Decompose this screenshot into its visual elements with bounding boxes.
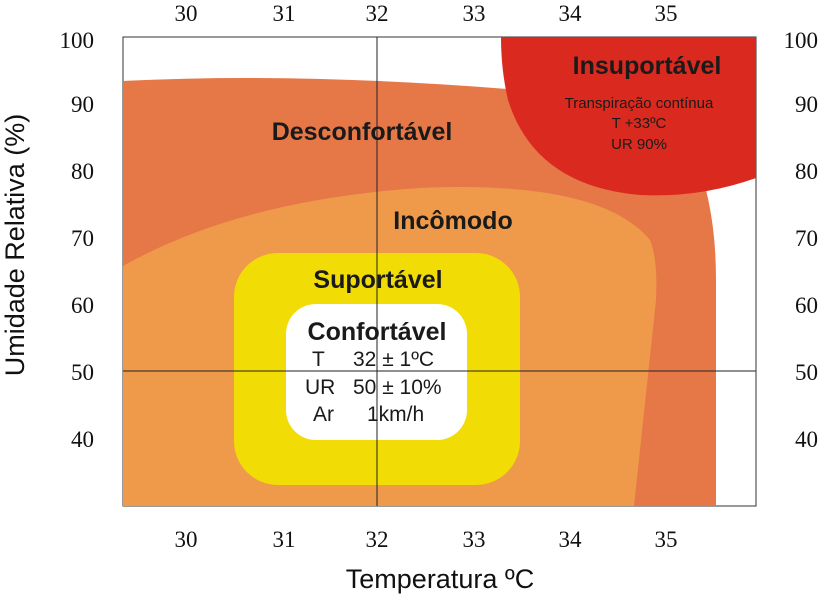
x-tick-top: 33 — [463, 1, 486, 26]
confortavel-row-value: 32 ± 1ºC — [353, 348, 434, 371]
y-tick-left: 90 — [71, 92, 94, 117]
zone-suportavel-title: Suportável — [313, 266, 442, 294]
y-tick-right: 100 — [784, 28, 819, 53]
y-tick-right: 60 — [795, 293, 818, 318]
x-axis-title: Temperatura ºC — [346, 564, 534, 594]
y-ticks-left: 100 90 80 70 60 50 40 — [60, 28, 95, 452]
x-tick-top: 31 — [273, 1, 296, 26]
confortavel-row-label: UR — [305, 376, 335, 399]
y-tick-left: 50 — [71, 360, 94, 385]
y-tick-left: 60 — [71, 293, 94, 318]
x-tick-top: 30 — [175, 1, 198, 26]
y-tick-left: 100 — [60, 28, 95, 53]
y-tick-right: 40 — [795, 427, 818, 452]
confortavel-row-value: 50 ± 10% — [353, 376, 442, 399]
y-ticks-right: 100 90 80 70 60 50 40 — [784, 28, 819, 452]
x-tick-bottom: 30 — [175, 527, 198, 552]
confortavel-row-value: 1km/h — [367, 403, 424, 426]
zone-insuportavel-line: T +33ºC — [612, 115, 667, 132]
y-tick-right: 80 — [795, 159, 818, 184]
x-tick-bottom: 33 — [463, 527, 486, 552]
y-axis-title: Umidade Relativa (%) — [0, 114, 30, 377]
zone-insuportavel-line: UR 90% — [611, 136, 667, 153]
x-tick-bottom: 35 — [655, 527, 678, 552]
zone-insuportavel-line: Transpiração contínua — [565, 95, 714, 112]
x-ticks-top: 30 31 32 33 34 35 — [175, 1, 678, 26]
x-tick-top: 35 — [655, 1, 678, 26]
y-tick-left: 80 — [71, 159, 94, 184]
zone-incomodo-title: Incômodo — [393, 207, 512, 235]
y-tick-right: 70 — [795, 226, 818, 251]
confortavel-row-label: Ar — [313, 403, 334, 426]
x-ticks-bottom: 30 31 32 33 34 35 — [175, 527, 678, 552]
x-tick-bottom: 31 — [273, 527, 296, 552]
y-tick-right: 50 — [795, 360, 818, 385]
x-tick-top: 32 — [366, 1, 389, 26]
zone-desconfortavel-title: Desconfortável — [272, 118, 453, 146]
y-tick-left: 70 — [71, 226, 94, 251]
x-tick-bottom: 32 — [366, 527, 389, 552]
zone-confortavel-title: Confortável — [308, 318, 447, 346]
zone-insuportavel-title: Insuportável — [573, 52, 722, 80]
confortavel-row-label: T — [312, 348, 325, 371]
y-tick-right: 90 — [795, 92, 818, 117]
x-tick-bottom: 34 — [559, 527, 583, 552]
y-tick-left: 40 — [71, 427, 94, 452]
x-tick-top: 34 — [559, 1, 583, 26]
zone-insuportavel — [501, 37, 756, 196]
